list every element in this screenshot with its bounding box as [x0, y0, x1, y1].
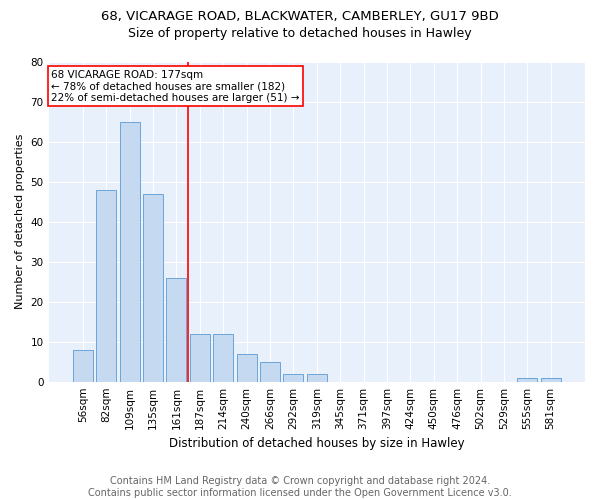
Bar: [166, 278, 187, 382]
Bar: [213, 334, 233, 382]
Bar: [120, 122, 140, 382]
Bar: [73, 350, 93, 382]
Bar: [260, 362, 280, 382]
Bar: [97, 190, 116, 382]
Bar: [190, 334, 210, 382]
Text: Contains HM Land Registry data © Crown copyright and database right 2024.
Contai: Contains HM Land Registry data © Crown c…: [88, 476, 512, 498]
Bar: [307, 374, 327, 382]
Bar: [541, 378, 560, 382]
Bar: [283, 374, 304, 382]
Bar: [143, 194, 163, 382]
Bar: [236, 354, 257, 382]
Text: 68, VICARAGE ROAD, BLACKWATER, CAMBERLEY, GU17 9BD: 68, VICARAGE ROAD, BLACKWATER, CAMBERLEY…: [101, 10, 499, 23]
Text: Size of property relative to detached houses in Hawley: Size of property relative to detached ho…: [128, 28, 472, 40]
Bar: [517, 378, 537, 382]
X-axis label: Distribution of detached houses by size in Hawley: Distribution of detached houses by size …: [169, 437, 464, 450]
Text: 68 VICARAGE ROAD: 177sqm
← 78% of detached houses are smaller (182)
22% of semi-: 68 VICARAGE ROAD: 177sqm ← 78% of detach…: [51, 70, 300, 102]
Y-axis label: Number of detached properties: Number of detached properties: [15, 134, 25, 310]
